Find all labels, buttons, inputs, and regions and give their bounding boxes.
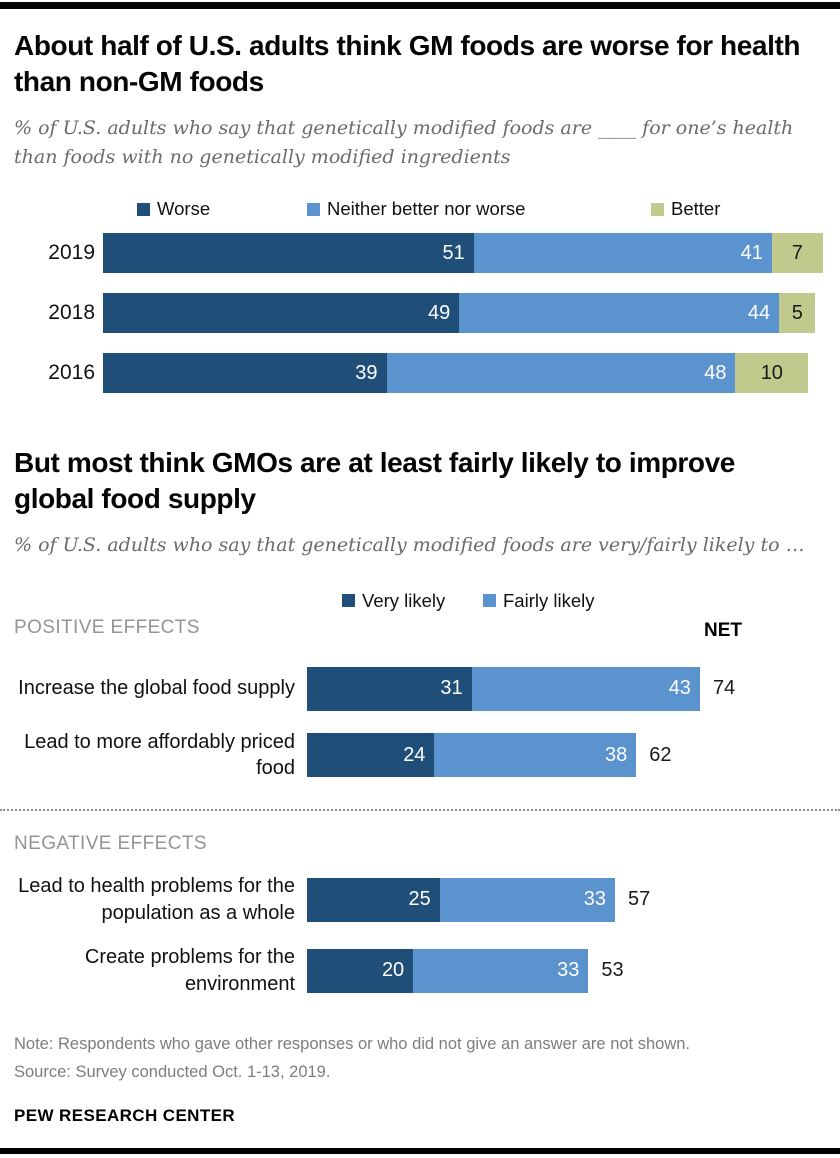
- pew-research-center-wordmark: PEW RESEARCH CENTER: [14, 1106, 236, 1126]
- bar-segment: 41: [473, 233, 772, 274]
- value-label: 39: [355, 361, 378, 384]
- category-label: 2016: [48, 361, 95, 385]
- legend-label-very-likely: Very likely: [362, 589, 446, 611]
- category-label: Lead to more affordably priced food: [24, 730, 295, 780]
- stacked-bar: 49 44 5: [103, 293, 816, 334]
- legend-label-worse: Worse: [157, 198, 211, 220]
- bar-segment: 25: [307, 877, 440, 922]
- value-label: 43: [668, 677, 691, 700]
- value-label: 49: [427, 301, 451, 324]
- bar-segment: 31: [307, 666, 472, 711]
- value-label: 38: [604, 743, 628, 766]
- bar-row: 2019 51 41 7: [14, 233, 826, 274]
- chart-subtitle-2: % of U.S. adults who say that geneticall…: [14, 534, 805, 557]
- bar-segment: 24: [307, 733, 435, 778]
- value-label: 44: [747, 301, 771, 324]
- legend-swatch-very-likely: [342, 594, 355, 608]
- value-label: 33: [557, 959, 580, 982]
- chart-1-stacked-bars: 2019 51 41 7 2018 49 44 5 2016 39 48 10: [14, 233, 826, 394]
- section-label-negative-effects: NEGATIVE EFFECTS: [14, 833, 207, 855]
- bar-segment: 38: [434, 733, 637, 778]
- bar-row: 2016 39 48 10: [14, 353, 826, 394]
- value-label: 10: [760, 361, 783, 384]
- bottom-rule: [0, 1148, 840, 1154]
- category-label: Create problems for the environment: [84, 946, 295, 995]
- page-content: About half of U.S. adults think GM foods…: [0, 28, 840, 1126]
- legend-chart-2: Very likely Fairly likely: [14, 590, 826, 612]
- stacked-bar: 24 38: [307, 733, 637, 778]
- legend-label-better: Better: [671, 198, 721, 220]
- bar-row: 2018 49 44 5: [14, 293, 826, 334]
- chart-2-header-row: POSITIVE EFFECTS NET: [14, 617, 826, 641]
- net-column-header: NET: [704, 619, 742, 641]
- bar-segment: 44: [459, 293, 780, 334]
- stacked-bar: 31 43: [307, 666, 700, 711]
- category-label: Increase the global food supply: [18, 677, 295, 700]
- legend-label-fairly-likely: Fairly likely: [503, 589, 595, 611]
- stacked-bar: 51 41 7: [103, 233, 823, 274]
- section-label-positive-effects: POSITIVE EFFECTS: [14, 616, 200, 638]
- value-label: 20: [381, 959, 405, 982]
- legend-chart-1: Worse Neither better nor worse Better: [14, 198, 826, 220]
- chart-2-negative-rows: Lead to health problems for the populati…: [14, 873, 826, 997]
- footnotes: Note: Respondents who gave other respons…: [14, 1031, 826, 1086]
- category-label: Lead to health problems for the populati…: [18, 875, 295, 924]
- bar-segment: 33: [413, 948, 589, 993]
- bar-segment: 39: [103, 353, 387, 394]
- bar-segment: 5: [779, 293, 816, 334]
- chart-2-positive-rows: Increase the global food supply 31 43 74 Lea…: [14, 666, 826, 782]
- net-value: 74: [712, 677, 736, 700]
- value-label: 25: [408, 888, 431, 911]
- source-text: Source: Survey conducted Oct. 1-13, 2019…: [14, 1062, 331, 1081]
- bar-segment: 10: [735, 353, 809, 394]
- legend-label-neither: Neither better nor worse: [327, 198, 526, 220]
- legend-swatch-neither: [307, 202, 320, 216]
- value-label: 31: [440, 677, 463, 700]
- value-label: 41: [740, 241, 763, 264]
- value-label: 24: [403, 743, 426, 766]
- bar-segment: 49: [103, 293, 460, 334]
- bar-segment: 33: [439, 877, 615, 922]
- stacked-bar: 20 33: [307, 948, 589, 993]
- note-text: Note: Respondents who gave other respons…: [14, 1035, 690, 1054]
- bar-row: Lead to health problems for the populati…: [14, 873, 826, 926]
- value-label: 7: [791, 241, 803, 264]
- bar-segment: 43: [471, 666, 700, 711]
- stacked-bar: 39 48 10: [103, 353, 809, 394]
- bar-segment: 51: [103, 233, 474, 274]
- value-label: 48: [704, 361, 727, 384]
- net-value: 53: [601, 959, 624, 982]
- bar-row: Create problems for the environment 20 33 5…: [14, 944, 826, 997]
- value-label: 51: [442, 241, 465, 264]
- category-label: 2018: [48, 301, 95, 325]
- legend-swatch-worse: [137, 202, 150, 216]
- top-rule: [0, 2, 840, 9]
- legend-item-neither: Neither better nor worse: [307, 198, 525, 220]
- bar-segment: 20: [307, 948, 414, 993]
- bar-segment: 7: [771, 233, 823, 274]
- legend-swatch-better: [651, 202, 664, 216]
- legend-swatch-fairly-likely: [483, 594, 496, 608]
- value-label: 33: [583, 888, 606, 911]
- dotted-divider: [0, 809, 840, 812]
- legend-item-worse: Worse: [137, 198, 210, 220]
- bar-segment: 48: [386, 353, 736, 394]
- value-label: 5: [791, 301, 803, 324]
- bar-row: Lead to more affordably priced food 24 38 6…: [14, 729, 826, 782]
- legend-item-fairly-likely: Fairly likely: [483, 590, 594, 612]
- chart-title-1: About half of U.S. adults think GM foods…: [14, 30, 801, 97]
- category-label: 2019: [48, 241, 95, 265]
- net-value: 62: [649, 743, 672, 766]
- net-value: 57: [627, 888, 651, 911]
- legend-item-very-likely: Very likely: [342, 590, 445, 612]
- chart-subtitle-1: % of U.S. adults who say that geneticall…: [14, 117, 794, 168]
- legend-item-better: Better: [651, 198, 720, 220]
- chart-title-2: But most think GMOs are at least fairly …: [14, 447, 735, 514]
- bar-row: Increase the global food supply 31 43 74: [14, 666, 826, 711]
- stacked-bar: 25 33: [307, 877, 615, 922]
